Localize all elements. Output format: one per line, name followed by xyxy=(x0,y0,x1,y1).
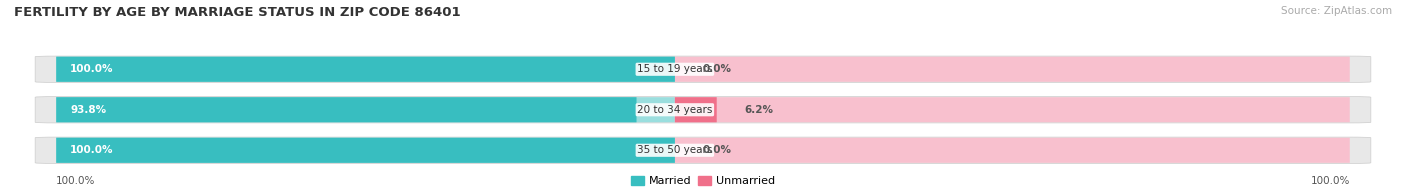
FancyBboxPatch shape xyxy=(56,138,675,163)
Text: 100.0%: 100.0% xyxy=(70,145,114,155)
Text: 35 to 50 years: 35 to 50 years xyxy=(637,145,713,155)
Text: 20 to 34 years: 20 to 34 years xyxy=(637,105,713,115)
FancyBboxPatch shape xyxy=(675,138,1350,163)
Text: 0.0%: 0.0% xyxy=(703,145,733,155)
FancyBboxPatch shape xyxy=(56,57,675,82)
Text: Source: ZipAtlas.com: Source: ZipAtlas.com xyxy=(1281,6,1392,16)
FancyBboxPatch shape xyxy=(675,97,717,122)
Text: 0.0%: 0.0% xyxy=(703,64,733,74)
FancyBboxPatch shape xyxy=(675,97,1350,122)
FancyBboxPatch shape xyxy=(35,137,1371,163)
FancyBboxPatch shape xyxy=(56,97,675,122)
FancyBboxPatch shape xyxy=(35,97,1371,123)
Text: 100.0%: 100.0% xyxy=(70,64,114,74)
Legend: Married, Unmarried: Married, Unmarried xyxy=(627,171,779,191)
Text: 15 to 19 years: 15 to 19 years xyxy=(637,64,713,74)
FancyBboxPatch shape xyxy=(35,56,1371,83)
Text: 93.8%: 93.8% xyxy=(70,105,107,115)
Text: 6.2%: 6.2% xyxy=(745,105,773,115)
Text: 100.0%: 100.0% xyxy=(56,176,96,186)
FancyBboxPatch shape xyxy=(675,57,1350,82)
Text: FERTILITY BY AGE BY MARRIAGE STATUS IN ZIP CODE 86401: FERTILITY BY AGE BY MARRIAGE STATUS IN Z… xyxy=(14,6,461,19)
Text: 100.0%: 100.0% xyxy=(1310,176,1350,186)
FancyBboxPatch shape xyxy=(56,138,675,163)
FancyBboxPatch shape xyxy=(56,97,637,122)
FancyBboxPatch shape xyxy=(56,57,675,82)
